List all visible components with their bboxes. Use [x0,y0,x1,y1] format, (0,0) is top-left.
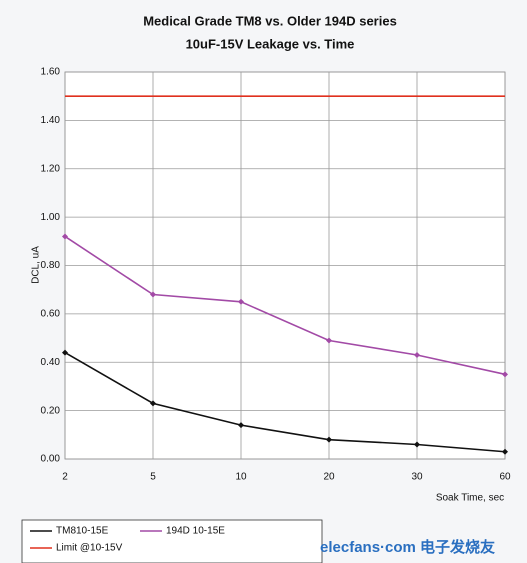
point [502,448,508,455]
point [238,298,244,305]
y-tick-label: 1.60 [41,67,61,78]
point [414,441,420,448]
x-tick-label: 20 [323,472,335,483]
x-tick-label: 5 [150,472,156,483]
chart-subtitle: 10uF-15V Leakage vs. Time [186,36,355,51]
point [414,351,420,358]
point [62,349,68,356]
chart-title: Medical Grade TM8 vs. Older 194D series [143,13,397,28]
y-tick-label: 0.20 [41,405,61,416]
point [502,371,508,378]
legend-label: 194D 10-15E [166,526,225,537]
x-tick-label: 60 [499,472,511,483]
legend-label: Limit @10-15V [56,543,123,554]
point [150,400,156,407]
point [238,422,244,429]
x-tick-label: 10 [235,472,247,483]
point [326,436,332,443]
x-tick-label: 30 [411,472,423,483]
y-axis-label: DCL, uA [31,246,42,284]
y-tick-label: 1.20 [41,163,61,174]
watermark: elecfans·com 电子发烧友 [320,538,495,556]
point [150,291,156,298]
y-tick-label: 0.60 [41,309,61,320]
x-tick-label: 2 [62,472,68,483]
y-tick-label: 0.40 [41,357,61,368]
y-tick-label: 1.00 [41,212,61,223]
point [326,337,332,344]
y-tick-label: 1.40 [41,115,61,126]
y-tick-label: 0.00 [41,454,61,465]
x-axis-label: Soak Time, sec [436,493,504,504]
point [62,233,68,240]
y-tick-label: 0.80 [41,260,61,271]
legend-box [21,519,323,563]
legend-label: TM810-15E [56,526,109,537]
series-line [64,351,506,453]
series-line [64,235,506,376]
